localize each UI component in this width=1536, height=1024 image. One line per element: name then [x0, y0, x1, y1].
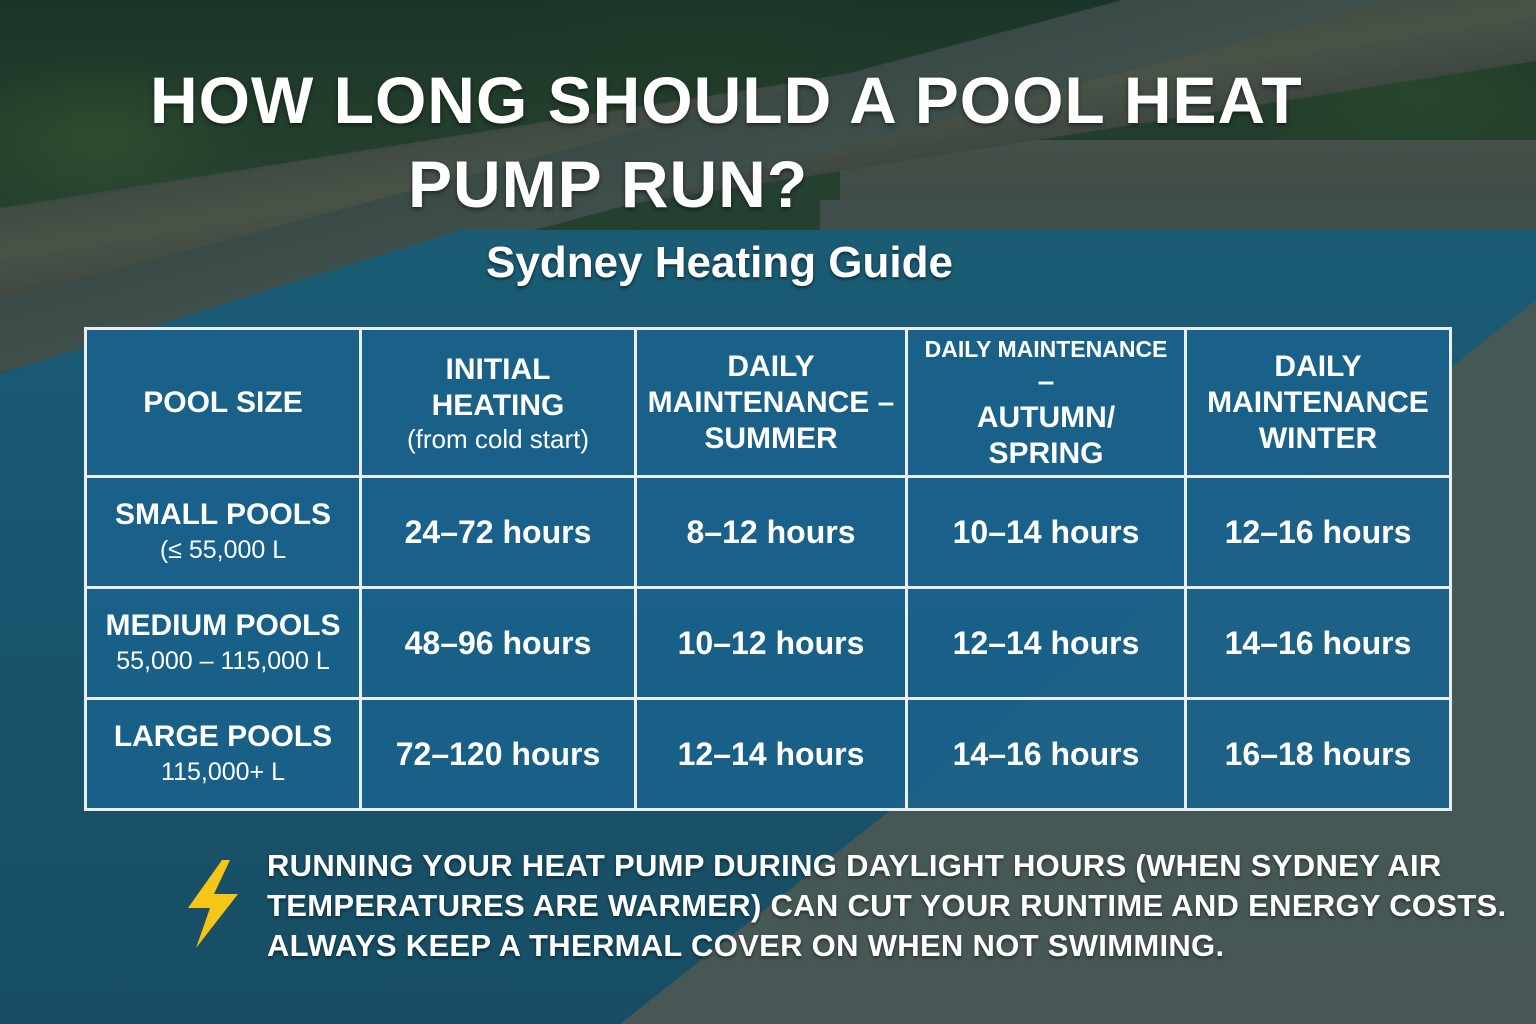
pool-size-cell: MEDIUM POOLS 55,000 – 115,000 L: [84, 586, 362, 700]
energy-tip-text: RUNNING YOUR HEAT PUMP DURING DAYLIGHT H…: [267, 848, 1507, 963]
lightning-bolt-icon: [188, 860, 238, 948]
heating-guide-table: POOL SIZE INITIAL HEATING (from cold sta…: [84, 327, 1452, 811]
header-prefix: DAILY MAINTENANCE: [924, 335, 1168, 362]
header-label: POOL SIZE: [143, 385, 303, 419]
autumn-spring-cell: 12–14 hours: [905, 586, 1187, 700]
autumn-spring-cell: 14–16 hours: [905, 697, 1187, 811]
summer-cell: 10–12 hours: [634, 586, 908, 700]
initial-heating-cell: 24–72 hours: [359, 475, 637, 589]
header-label: – AUTUMN/ SPRING: [976, 364, 1116, 470]
header-label: DAILY MAINTENANCE WINTER: [1207, 349, 1429, 455]
table-header-row: POOL SIZE INITIAL HEATING (from cold sta…: [84, 327, 1452, 478]
size-range: 55,000 – 115,000 L: [116, 647, 330, 675]
pool-size-cell: SMALL POOLS (≤ 55,000 L: [84, 475, 362, 589]
size-name: MEDIUM POOLS: [105, 609, 341, 642]
table-row: SMALL POOLS (≤ 55,000 L 24–72 hours 8–12 …: [84, 475, 1452, 589]
size-range: (≤ 55,000 L: [159, 536, 287, 564]
summer-cell: 8–12 hours: [634, 475, 908, 589]
size-range: 115,000+ L: [161, 758, 285, 786]
header-winter: DAILY MAINTENANCE WINTER: [1184, 327, 1452, 478]
winter-cell: 14–16 hours: [1184, 586, 1452, 700]
summer-cell: 12–14 hours: [634, 697, 908, 811]
initial-heating-cell: 48–96 hours: [359, 586, 637, 700]
table-row: LARGE POOLS 115,000+ L 72–120 hours 12–14…: [84, 697, 1452, 811]
header-initial-heating: INITIAL HEATING (from cold start): [359, 327, 637, 478]
title-line-1: HOW LONG SHOULD A POOL HEAT: [150, 63, 1303, 137]
title-line-2: PUMP RUN?: [408, 147, 809, 221]
subtitle: Sydney Heating Guide: [486, 238, 953, 287]
autumn-spring-cell: 10–14 hours: [905, 475, 1187, 589]
table-row: MEDIUM POOLS 55,000 – 115,000 L 48–96 hou…: [84, 586, 1452, 700]
winter-cell: 12–16 hours: [1184, 475, 1452, 589]
header-label: INITIAL HEATING: [431, 352, 565, 422]
header-sublabel: (from cold start): [406, 423, 590, 454]
pool-size-cell: LARGE POOLS 115,000+ L: [84, 697, 362, 811]
header-label: DAILY MAINTENANCE – SUMMER: [647, 349, 895, 455]
winter-cell: 16–18 hours: [1184, 697, 1452, 811]
header-pool-size: POOL SIZE: [84, 327, 362, 478]
size-name: LARGE POOLS: [113, 720, 333, 753]
size-name: SMALL POOLS: [114, 498, 332, 531]
header-summer: DAILY MAINTENANCE – SUMMER: [634, 327, 908, 478]
initial-heating-cell: 72–120 hours: [359, 697, 637, 811]
header-autumn-spring: DAILY MAINTENANCE – AUTUMN/ SPRING: [905, 327, 1187, 478]
